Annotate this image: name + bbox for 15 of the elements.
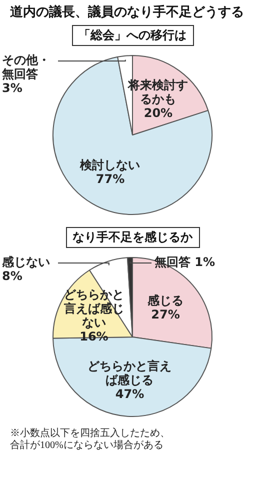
chart-title: 道内の議長、議員のなり手不足どうする xyxy=(10,4,245,22)
data-label: 47% xyxy=(115,386,144,401)
slice-label: 感じない xyxy=(1,255,50,270)
data-label: 77% xyxy=(96,172,125,186)
slice-label: 感じる xyxy=(146,293,184,308)
chart-subtitle: 「総会」への移行は xyxy=(72,25,194,46)
slice-label: 検討しない xyxy=(79,158,140,172)
slice-label: どちらかと言えば感じる xyxy=(88,358,172,387)
data-label: 20% xyxy=(144,106,173,120)
text: ※小数点以下を四捨五入したため、合計が100%にならない場合がある xyxy=(10,428,171,452)
data-label: 8% xyxy=(2,269,22,284)
slice-label: その他・無回答 xyxy=(1,53,50,82)
chart-title: なり手不足を感じるか xyxy=(66,227,200,248)
data-label: 3% xyxy=(2,81,22,96)
data-label: 27% xyxy=(151,307,180,322)
